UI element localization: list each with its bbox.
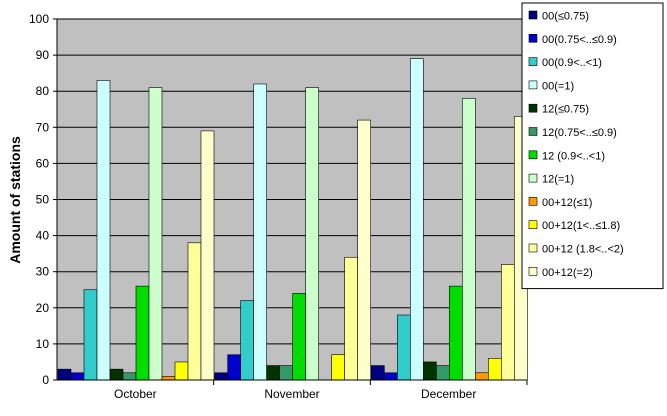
bar bbox=[148, 87, 163, 381]
legend-swatch bbox=[528, 33, 538, 43]
y-tick-label: 10 bbox=[36, 337, 50, 351]
legend-swatch bbox=[528, 103, 538, 113]
legend-box bbox=[521, 2, 664, 290]
x-tick-label: October bbox=[114, 387, 157, 401]
legend-label: 12(≤0.75) bbox=[542, 104, 589, 116]
bar bbox=[410, 58, 424, 381]
legend-label: 12 (0.9<..<1) bbox=[542, 150, 605, 162]
bar bbox=[187, 242, 202, 381]
legend-swatch bbox=[528, 220, 538, 229]
y-tick-label: 80 bbox=[36, 84, 50, 98]
bar bbox=[292, 293, 306, 381]
legend-swatch bbox=[528, 57, 538, 66]
bar bbox=[357, 119, 371, 381]
bar bbox=[305, 87, 319, 381]
bar bbox=[449, 285, 463, 381]
legend-swatch bbox=[528, 197, 538, 206]
y-tick-label: 40 bbox=[36, 229, 50, 243]
bar bbox=[135, 285, 150, 381]
legend-swatch bbox=[528, 10, 538, 20]
legend-label: 00(0.9<..<1) bbox=[542, 57, 602, 69]
bar bbox=[423, 361, 437, 381]
y-tick-label: 0 bbox=[42, 373, 49, 387]
legend-label: 00+12 (1.8<..<2) bbox=[542, 244, 624, 256]
y-axis-title: Amount of stations bbox=[7, 136, 23, 264]
bar bbox=[501, 264, 515, 381]
bars bbox=[57, 58, 528, 381]
bar bbox=[161, 376, 176, 381]
bar bbox=[266, 365, 280, 381]
bar bbox=[227, 354, 241, 381]
bar bbox=[279, 365, 293, 381]
bar bbox=[436, 365, 450, 381]
bar bbox=[96, 80, 111, 381]
y-tick-label: 90 bbox=[36, 48, 50, 62]
bar bbox=[122, 372, 137, 381]
bar bbox=[462, 98, 476, 381]
bar bbox=[109, 368, 124, 381]
legend-swatch bbox=[528, 243, 538, 253]
bar bbox=[475, 372, 489, 381]
x-tick-label: December bbox=[421, 387, 476, 401]
bar bbox=[174, 361, 189, 381]
legend-swatch bbox=[528, 173, 538, 183]
bar bbox=[344, 256, 358, 381]
legend-swatch bbox=[528, 150, 538, 160]
legend-swatch bbox=[528, 80, 538, 90]
y-tick-label: 50 bbox=[36, 193, 50, 207]
legend-label: 00(0.75<..≤0.9) bbox=[542, 34, 617, 46]
legend-label: 00(=1) bbox=[542, 80, 574, 92]
y-tick-label: 100 bbox=[29, 12, 49, 26]
bar bbox=[70, 372, 85, 381]
legend-label: 00+12(=2) bbox=[542, 267, 593, 279]
bar bbox=[253, 83, 267, 381]
bar bbox=[488, 358, 502, 381]
bar bbox=[200, 130, 215, 381]
legend-label: 12(=1) bbox=[542, 174, 574, 186]
y-tick-label: 30 bbox=[36, 265, 50, 279]
bar bbox=[83, 289, 98, 381]
gridlines bbox=[57, 18, 527, 345]
bar bbox=[240, 300, 254, 381]
legend-swatch bbox=[528, 127, 538, 136]
legend-label: 00+12(1<..≤1.8) bbox=[542, 220, 620, 232]
bar bbox=[384, 372, 398, 381]
legend: 00(≤0.75) 00(0.75<..≤0.9) 00(0.9<..<1) 00(=… bbox=[521, 2, 664, 290]
y-tick-label: 60 bbox=[36, 156, 50, 170]
bar bbox=[331, 354, 345, 381]
x-tick-label: November bbox=[264, 387, 319, 401]
bar bbox=[214, 372, 228, 381]
legend-label: 12(0.75<..≤0.9) bbox=[542, 127, 617, 139]
legend-swatch bbox=[528, 266, 538, 276]
axes: 0 10 20 30 40 50 60 70 80 90 100 October November Dec… bbox=[29, 12, 528, 401]
bar bbox=[371, 365, 385, 381]
legend-label: 00+12(≤1) bbox=[542, 197, 592, 209]
y-tick-label: 20 bbox=[36, 301, 50, 315]
bar bbox=[397, 314, 411, 381]
legend-label: 00(≤0.75) bbox=[542, 11, 589, 23]
y-tick-label: 70 bbox=[36, 120, 50, 134]
bar bbox=[57, 368, 72, 381]
